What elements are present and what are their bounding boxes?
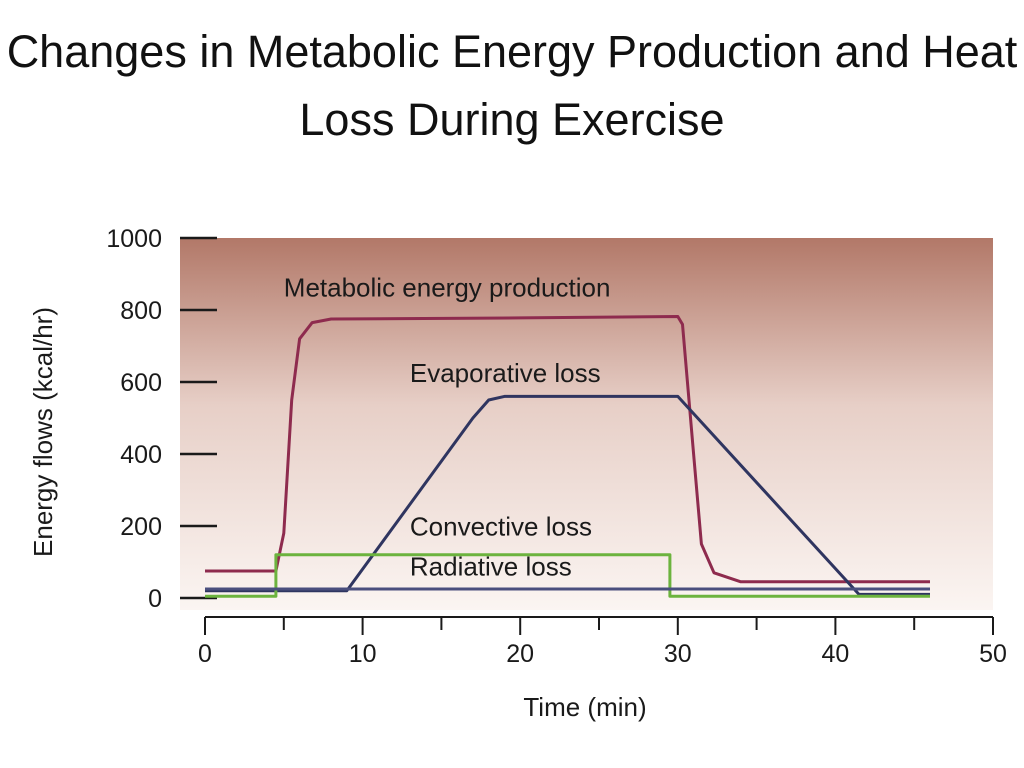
- y-tick-label: 400: [120, 441, 162, 469]
- x-axis: 0 10 20 30 40 50: [198, 616, 1007, 668]
- y-tick-label: 0: [148, 585, 162, 613]
- x-tick-label: 50: [979, 640, 1007, 668]
- series-line-evaporative-loss: [205, 394, 930, 596]
- x-tick-label: 20: [506, 640, 534, 668]
- series-line-convective-loss: [205, 553, 930, 598]
- x-tick-label: 40: [821, 640, 849, 668]
- y-axis-title: Energy flows (kcal/hr): [28, 307, 58, 557]
- y-tick-label: 600: [120, 369, 162, 397]
- annotation-layer: Metabolic energy production Evaporative l…: [284, 272, 611, 581]
- series-layer: [205, 315, 930, 598]
- x-tick-label: 0: [198, 640, 212, 668]
- annotation-evaporative-loss: Evaporative loss: [410, 358, 601, 388]
- annotation-radiative-loss: Radiative loss: [410, 551, 572, 581]
- x-axis-title: Time (min): [523, 692, 646, 722]
- y-tick-label: 1000: [106, 225, 162, 253]
- annotation-metabolic-energy-production: Metabolic energy production: [284, 272, 611, 302]
- x-tick-label: 30: [664, 640, 692, 668]
- y-tick-label: 800: [120, 297, 162, 325]
- annotation-convective-loss: Convective loss: [410, 512, 592, 542]
- series-line-metabolic-energy-production: [205, 315, 930, 584]
- x-tick-label: 10: [349, 640, 377, 668]
- y-axis: 0 200 400 600 800 1000: [106, 225, 217, 613]
- y-tick-label: 200: [120, 513, 162, 541]
- slide-title: Changes in Metabolic Energy Production a…: [6, 26, 1018, 145]
- plot-background: [180, 238, 993, 610]
